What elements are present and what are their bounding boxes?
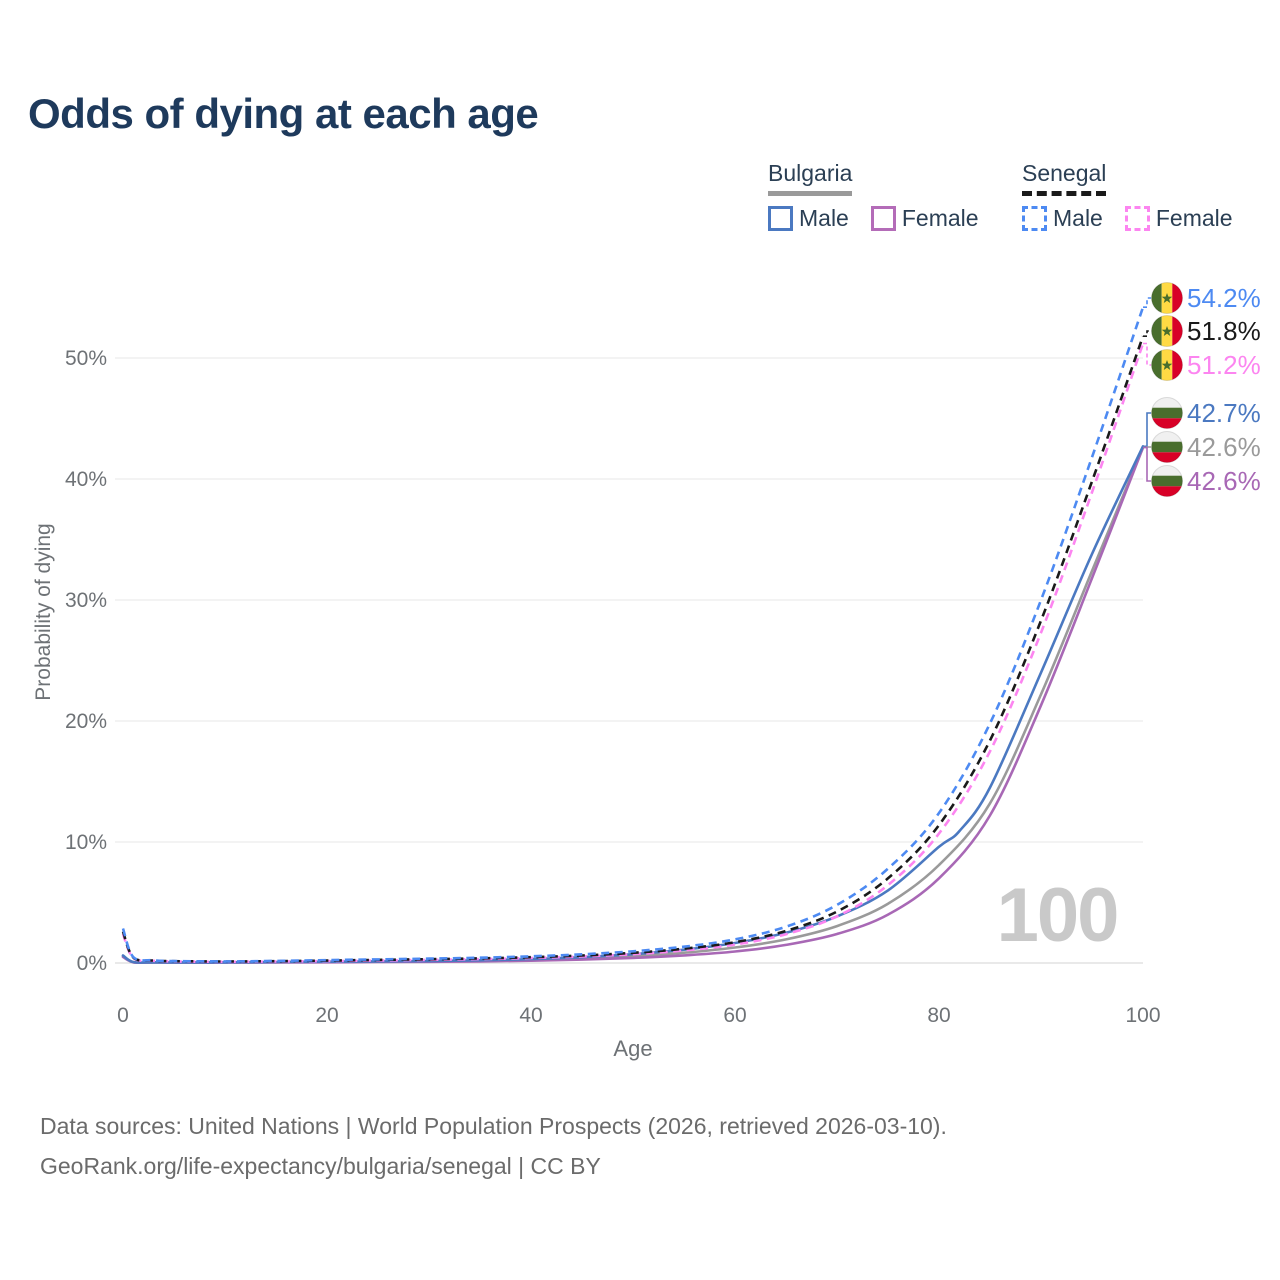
legend-items-bulgaria: Male Female (768, 205, 979, 232)
legend-item-senegal-female[interactable]: Female (1124, 204, 1233, 232)
end-value-label-senegal-female: 51.2% (1187, 350, 1261, 380)
bulgaria-female-swatch-icon (870, 205, 896, 231)
senegal-female-swatch-icon (1124, 205, 1150, 231)
y-tick-label-40: 40% (65, 468, 107, 491)
end-value-label-senegal-both: 51.8% (1187, 316, 1261, 346)
legend-country-senegal[interactable]: Senegal (1022, 160, 1107, 196)
legend-item-bulgaria-female[interactable]: Female (870, 204, 979, 232)
age-counter-watermark: 100 (997, 873, 1118, 958)
legend-item-bulgaria-female-label: Female (901, 204, 979, 231)
end-label-connector-senegal-male (1143, 297, 1151, 308)
senegal-flag-icon (1151, 315, 1183, 347)
series-line-bulgaria-female[interactable] (121, 446, 1145, 965)
end-value-label-senegal-male: 54.2% (1187, 283, 1261, 313)
senegal-flag-icon (1151, 349, 1183, 381)
legend-country-senegal-label: Senegal (1022, 160, 1107, 186)
legend-item-bulgaria-male-label: Male (799, 204, 849, 231)
footer: Data sources: United Nations | World Pop… (40, 1106, 947, 1186)
footer-citation-link: GeoRank.org/life-expectancy/bulgaria/sen… (40, 1153, 601, 1179)
legend-group-senegal: Senegal Male Female (1022, 160, 1233, 232)
bulgaria-male-swatch-icon (768, 205, 793, 231)
legend-item-senegal-male[interactable]: Male (1022, 205, 1103, 232)
senegal-flag-icon (1151, 282, 1183, 314)
series-line-senegal-both[interactable] (121, 335, 1145, 963)
end-label-connector-bulgaria-female (1143, 446, 1151, 482)
bulgaria-flag-icon (1151, 465, 1183, 497)
end-label-connector-senegal-female (1143, 342, 1151, 366)
x-tick-label-60: 60 (723, 1004, 746, 1027)
x-tick-label-40: 40 (519, 1004, 542, 1027)
end-value-label-bulgaria-both: 42.6% (1187, 432, 1261, 462)
end-value-label-bulgaria-male: 42.7% (1187, 398, 1261, 428)
x-tick-label-0: 0 (117, 1004, 129, 1027)
legend-group-bulgaria: Bulgaria Male Female (768, 160, 979, 232)
end-label-connector-senegal-both (1143, 330, 1151, 337)
y-tick-label-20: 20% (65, 710, 107, 733)
bulgaria-flag-icon (1151, 431, 1183, 463)
y-axis-title: Probability of dying (32, 523, 55, 701)
legend-item-senegal-female-label: Female (1155, 204, 1233, 231)
series-line-bulgaria-male[interactable] (121, 445, 1145, 964)
end-value-label-bulgaria-female: 42.6% (1187, 466, 1261, 496)
series-line-senegal-female[interactable] (121, 343, 1145, 964)
end-label-connector-bulgaria-male (1143, 412, 1151, 448)
footer-data-sources: Data sources: United Nations | World Pop… (40, 1113, 947, 1139)
page-title: Odds of dying at each age (28, 90, 539, 137)
y-tick-label-0: 0% (77, 952, 107, 975)
y-tick-label-10: 10% (65, 831, 107, 854)
legend-items-senegal: Male Female (1022, 205, 1233, 232)
legend-item-senegal-male-label: Male (1053, 204, 1103, 231)
bulgaria-flag-icon (1151, 397, 1183, 429)
x-tick-label-80: 80 (927, 1004, 950, 1027)
x-axis-title: Age (613, 1036, 653, 1061)
legend-item-bulgaria-male[interactable]: Male (768, 205, 849, 232)
x-tick-label-100: 100 (1125, 1004, 1160, 1027)
y-tick-label-30: 30% (65, 589, 107, 612)
legend-country-bulgaria[interactable]: Bulgaria (768, 160, 853, 196)
senegal-male-swatch-icon (1022, 205, 1047, 231)
x-tick-label-20: 20 (315, 1004, 338, 1027)
series-line-bulgaria-both[interactable] (121, 446, 1145, 964)
legend-country-bulgaria-label: Bulgaria (768, 160, 853, 186)
series-line-senegal-male[interactable] (121, 306, 1145, 963)
y-tick-label-50: 50% (65, 347, 107, 370)
